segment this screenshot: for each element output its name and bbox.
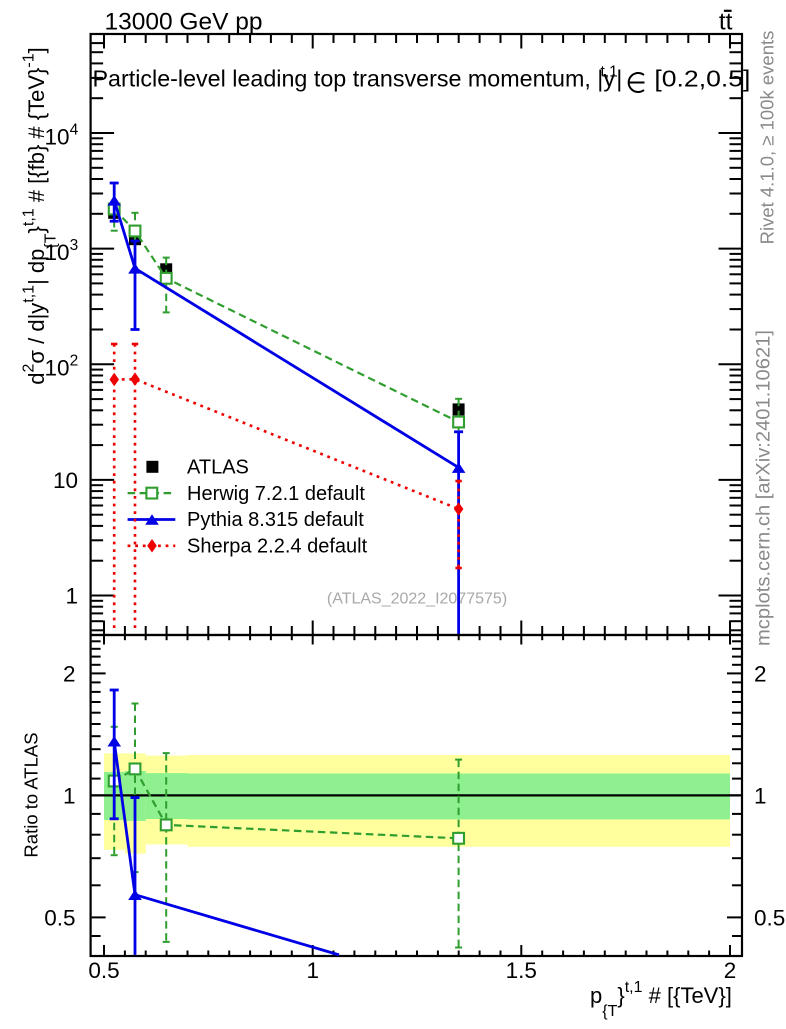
svg-text:Particle-level leading top tra: Particle-level leading top transverse mo… bbox=[93, 66, 616, 92]
svg-text:0.5: 0.5 bbox=[88, 958, 119, 983]
svg-text:1.5: 1.5 bbox=[506, 958, 537, 983]
svg-text:|: | bbox=[616, 66, 622, 92]
svg-text:tt: tt bbox=[719, 8, 733, 35]
svg-text:2: 2 bbox=[724, 958, 737, 983]
svg-text:Herwig 7.2.1 default: Herwig 7.2.1 default bbox=[187, 483, 365, 505]
svg-text:0.5: 0.5 bbox=[754, 905, 785, 930]
svg-text:1: 1 bbox=[63, 783, 76, 808]
svg-text:13000 GeV pp: 13000 GeV pp bbox=[105, 8, 263, 35]
svg-text:Rivet 4.1.0, ≥ 100k events: Rivet 4.1.0, ≥ 100k events bbox=[757, 31, 778, 245]
svg-text:Pythia 8.315 default: Pythia 8.315 default bbox=[187, 509, 364, 531]
svg-text:1: 1 bbox=[65, 584, 78, 609]
svg-text:ATLAS: ATLAS bbox=[187, 457, 249, 479]
svg-text:2: 2 bbox=[63, 661, 76, 686]
svg-text:0.5: 0.5 bbox=[44, 905, 75, 930]
svg-text:mcplots.cern.ch [arXiv:2401.10: mcplots.cern.ch [arXiv:2401.10621] bbox=[754, 330, 775, 646]
svg-text:Sherpa 2.2.4 default: Sherpa 2.2.4 default bbox=[187, 536, 368, 558]
svg-text:(ATLAS_2022_I2077575): (ATLAS_2022_I2077575) bbox=[327, 591, 507, 608]
svg-text:Ratio to ATLAS: Ratio to ATLAS bbox=[20, 732, 41, 857]
svg-text:1: 1 bbox=[306, 958, 319, 983]
svg-text:10: 10 bbox=[53, 468, 78, 493]
svg-text:t,1: t,1 bbox=[601, 64, 618, 81]
svg-text:1: 1 bbox=[754, 783, 767, 808]
svg-text:2: 2 bbox=[754, 661, 767, 686]
svg-text:[0.2,0.5]: [0.2,0.5] bbox=[654, 66, 750, 92]
